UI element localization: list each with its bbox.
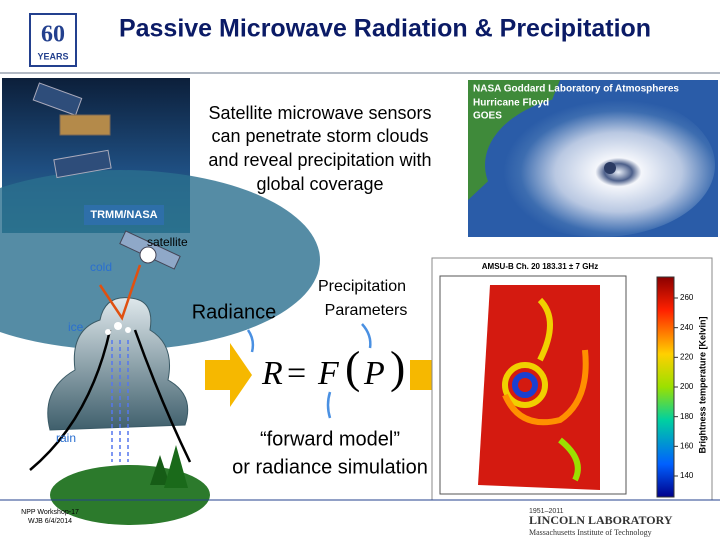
equation-term: R [261, 355, 283, 392]
logo-number: 60 [41, 22, 65, 48]
colorbar-tick-label: 240 [680, 323, 694, 332]
logo: 60 YEARS [29, 13, 77, 67]
lab-institute: Massachusetts Institute of Technology [529, 528, 652, 537]
intro-line: Satellite microwave sensors [208, 103, 431, 123]
lab-name: LINCOLN LABORATORY [529, 513, 673, 527]
logo-text: YEARS [37, 51, 68, 61]
footer-text: NPP Workshop-17 [21, 509, 79, 516]
forward-model-label: or radiance simulation [232, 456, 428, 478]
colorbar-tick-label: 180 [680, 412, 694, 421]
colorbar-tick-label: 220 [680, 352, 694, 361]
photo-caption: TRMM/NASA [90, 209, 157, 221]
intro-line: can penetrate storm clouds [211, 126, 428, 146]
atmosphere-diagram: satellite cold ice rain [29, 230, 210, 525]
equation-term: P [363, 355, 385, 392]
parameters-label: Parameters [325, 302, 408, 319]
photo-credit: NASA Goddard Laboratory of Atmospheres [473, 84, 679, 95]
equation-term: ( [345, 342, 360, 393]
diagram-label: satellite [147, 235, 188, 249]
colorbar-tick-label: 140 [680, 471, 694, 480]
equation-term: = [287, 355, 306, 392]
colorbar-tick-label: 200 [680, 382, 694, 391]
footer-text: WJB 6/4/2014 [28, 518, 72, 525]
photo-source: GOES [473, 111, 502, 122]
photo-name: Hurricane Floyd [473, 98, 549, 109]
logo-frame [29, 13, 77, 67]
intro-line: and reveal precipitation with [208, 150, 431, 170]
equation-term: F [317, 355, 340, 392]
equation-term: ) [390, 342, 405, 393]
colorbar-tick-label: 160 [680, 441, 694, 450]
diagram-label: rain [56, 431, 76, 445]
figure-title: AMSU-B Ch. 20 183.31 ± 7 GHz [482, 262, 598, 271]
diagram-label: cold [90, 260, 112, 274]
colorbar-label: Brightness temperature [Kelvin] [697, 316, 707, 453]
diagram-label: ice [68, 320, 84, 334]
title: Passive Microwave Radiation & Precipitat… [119, 15, 651, 43]
parameters-label: Precipitation [318, 278, 406, 295]
hurricane-photo: NASA Goddard Laboratory of Atmospheres H… [468, 80, 718, 237]
arrow [205, 343, 252, 407]
intro-line: global coverage [256, 174, 383, 194]
colorbar-tick-label: 260 [680, 293, 694, 302]
amsu-figure: AMSU-B Ch. 20 183.31 ± 7 GHz Brightness … [431, 257, 713, 501]
lab-years: 1951–2011 [529, 508, 564, 515]
radiance-label: Radiance [192, 301, 277, 323]
forward-model-label: “forward model” [260, 428, 400, 450]
